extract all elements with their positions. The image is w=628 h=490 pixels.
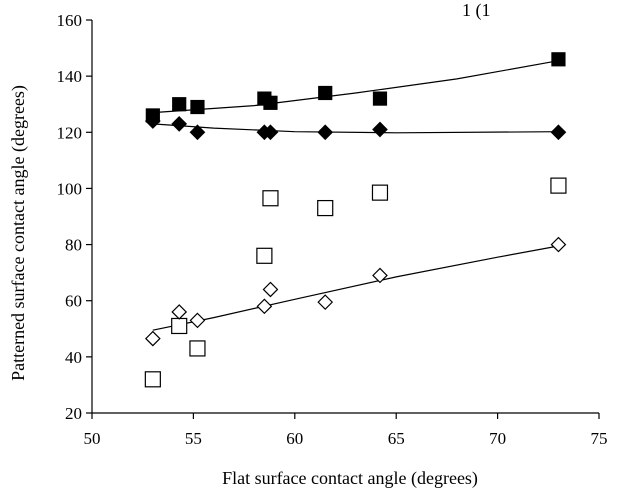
open-diamond-point (317, 294, 334, 310)
open-square-point (262, 190, 279, 207)
filled-diamond-point (372, 121, 388, 138)
filled-diamond-point (550, 124, 567, 141)
filled-diamond-point (171, 116, 188, 132)
y-tick-label: 80 (65, 236, 82, 255)
open-diamond-point (144, 330, 161, 347)
filled-square-point (372, 91, 388, 106)
filled-diamond-point (317, 124, 334, 141)
x-tick-label: 65 (388, 429, 405, 448)
open-diamond-point (189, 312, 206, 329)
filled-square-point (172, 97, 187, 112)
filled-square-point (551, 52, 566, 67)
y-tick-label: 60 (65, 292, 82, 311)
y-tick-label: 100 (57, 179, 83, 198)
filled-square-point (263, 95, 278, 110)
trend-line-4 (152, 245, 559, 331)
top-partial-text: 1 (1 (462, 0, 491, 21)
x-tick-label: 50 (84, 429, 101, 448)
open-square-point (550, 177, 567, 194)
x-axis-title: Flat surface contact angle (degrees) (222, 468, 478, 489)
y-tick-label: 40 (65, 348, 82, 367)
open-diamond-point (262, 281, 279, 298)
filled-square-point (318, 85, 333, 101)
filled-diamond-point (189, 124, 206, 141)
open-square-point (144, 371, 161, 388)
trend-line-1 (152, 60, 559, 114)
y-tick-label: 120 (57, 123, 83, 142)
trend-line-2 (152, 123, 559, 134)
filled-square-point (190, 99, 205, 115)
filled-diamond-point (144, 113, 161, 129)
open-square-point (371, 184, 389, 201)
y-tick-label: 20 (65, 404, 82, 423)
open-diamond-point (550, 236, 567, 253)
y-tick-label: 160 (57, 11, 83, 30)
open-square-point (317, 199, 334, 217)
open-square-point (171, 317, 188, 335)
plot-area (144, 52, 567, 388)
open-diamond-point (372, 267, 388, 284)
x-tick-label: 60 (286, 429, 303, 448)
open-diamond-point (256, 298, 273, 315)
open-square-point (256, 247, 273, 264)
x-tick-label: 70 (489, 429, 506, 448)
axes: 20 40 60 80 100 120 140 160 50 55 60 65 70 75 (57, 11, 608, 448)
open-square-point (189, 340, 206, 357)
x-tick-label: 55 (185, 429, 202, 448)
open-diamond-point (171, 304, 188, 320)
filled-diamond-point (262, 124, 279, 141)
x-tick-label: 75 (591, 429, 608, 448)
y-tick-label: 140 (57, 67, 83, 86)
y-axis-title: Patterned surface contact angle (degrees… (8, 85, 29, 381)
